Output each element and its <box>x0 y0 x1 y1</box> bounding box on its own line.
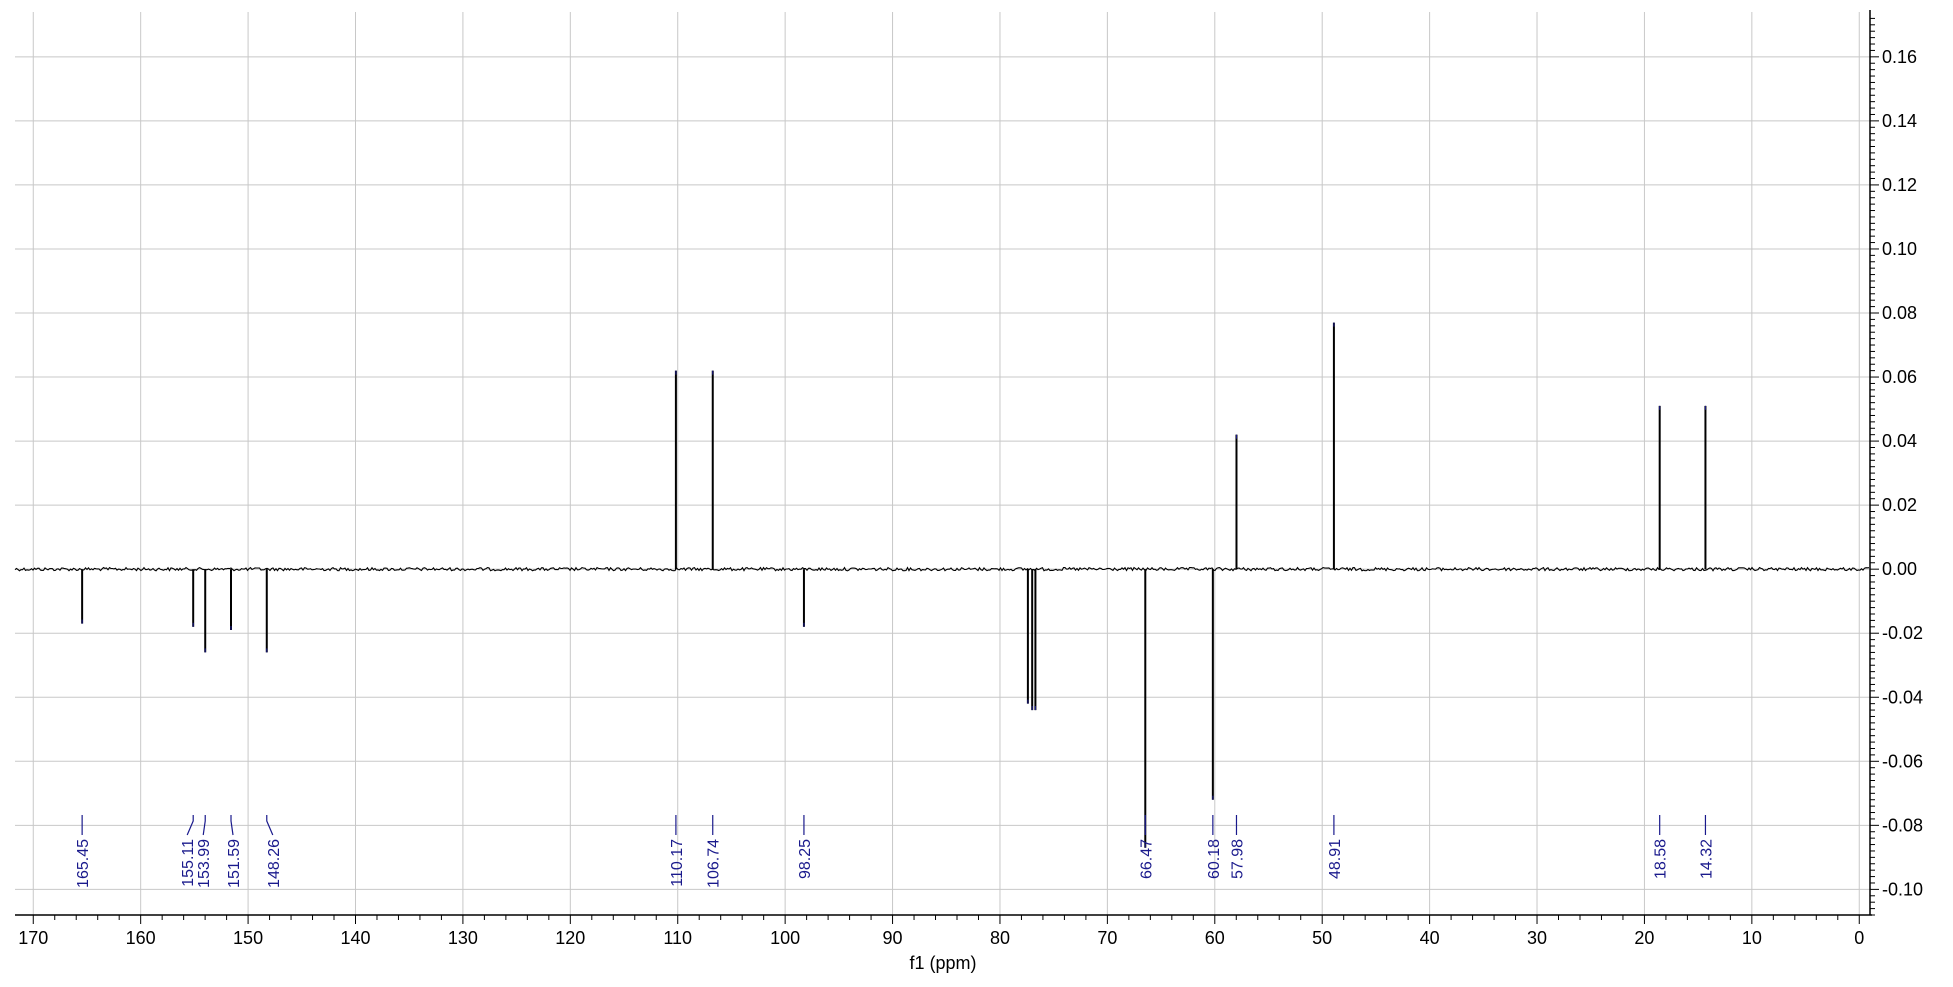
peak-label: 57.98 <box>1229 839 1246 879</box>
peak-label: 165.45 <box>75 839 92 888</box>
x-tick-label: 100 <box>770 928 800 948</box>
x-tick-label: 10 <box>1742 928 1762 948</box>
peak-label-leader <box>186 815 194 836</box>
peak-label-leader <box>202 815 206 836</box>
x-tick-label: 120 <box>555 928 585 948</box>
peak-label: 148.26 <box>266 839 283 888</box>
peak-label: 153.99 <box>196 839 213 888</box>
x-tick-label: 80 <box>990 928 1010 948</box>
y-tick-label: -0.04 <box>1882 687 1923 707</box>
peak-label-leader <box>230 815 234 836</box>
x-tick-label: 20 <box>1634 928 1654 948</box>
peak-label: 98.25 <box>797 839 814 879</box>
axes: 170 160 150 140 130 120 110 100 90 80 70 60 50 40 30 20… <box>15 10 1923 948</box>
y-tick-label: -0.06 <box>1882 751 1923 771</box>
peak-label: 106.74 <box>706 839 723 888</box>
x-tick-label: 70 <box>1097 928 1117 948</box>
y-tick-label: -0.08 <box>1882 815 1923 835</box>
peak-label: 66.47 <box>1138 839 1155 879</box>
peak-labels: 165.45 155.11 153.99 151.59 148.26 110.17 106.… <box>75 815 1715 888</box>
x-tick-label: 140 <box>340 928 370 948</box>
y-tick-label: -0.02 <box>1882 623 1923 643</box>
y-tick-label: 0.02 <box>1882 495 1917 515</box>
peak-label: 48.91 <box>1327 839 1344 879</box>
x-tick-label: 130 <box>448 928 478 948</box>
y-tick-label: -0.10 <box>1882 879 1923 899</box>
x-tick-label: 160 <box>126 928 156 948</box>
x-tick-label: 170 <box>18 928 48 948</box>
y-tick-label: 0.06 <box>1882 367 1917 387</box>
y-tick-label: 0.12 <box>1882 175 1917 195</box>
x-tick-label: 0 <box>1854 928 1864 948</box>
grid-lines <box>15 12 1870 915</box>
x-tick-label: 150 <box>233 928 263 948</box>
x-axis-title: f1 (ppm) <box>909 953 976 973</box>
peak-label: 155.11 <box>180 839 197 887</box>
peak-label: 151.59 <box>226 839 243 888</box>
x-tick-label: 30 <box>1527 928 1547 948</box>
y-tick-label: 0.16 <box>1882 47 1917 67</box>
y-tick-label: 0.04 <box>1882 431 1917 451</box>
x-tick-label: 90 <box>883 928 903 948</box>
x-tick-label: 110 <box>663 928 692 948</box>
x-tick-label: 50 <box>1312 928 1332 948</box>
spectrum-baseline <box>14 566 1870 572</box>
peak-label: 110.17 <box>669 839 686 887</box>
peak-label: 14.32 <box>1698 839 1715 879</box>
peak-markers <box>81 322 1707 848</box>
spectrum-trace <box>14 566 1870 572</box>
x-tick-label: 40 <box>1420 928 1440 948</box>
peak-label-leader <box>266 815 274 836</box>
y-tick-label: 0.14 <box>1882 111 1917 131</box>
x-tick-label: 60 <box>1205 928 1225 948</box>
y-tick-label: 0.08 <box>1882 303 1917 323</box>
peak-label: 18.58 <box>1653 839 1670 879</box>
y-tick-label: 0.00 <box>1882 559 1917 579</box>
y-tick-label: 0.10 <box>1882 239 1917 259</box>
peak-label: 60.18 <box>1206 839 1223 879</box>
